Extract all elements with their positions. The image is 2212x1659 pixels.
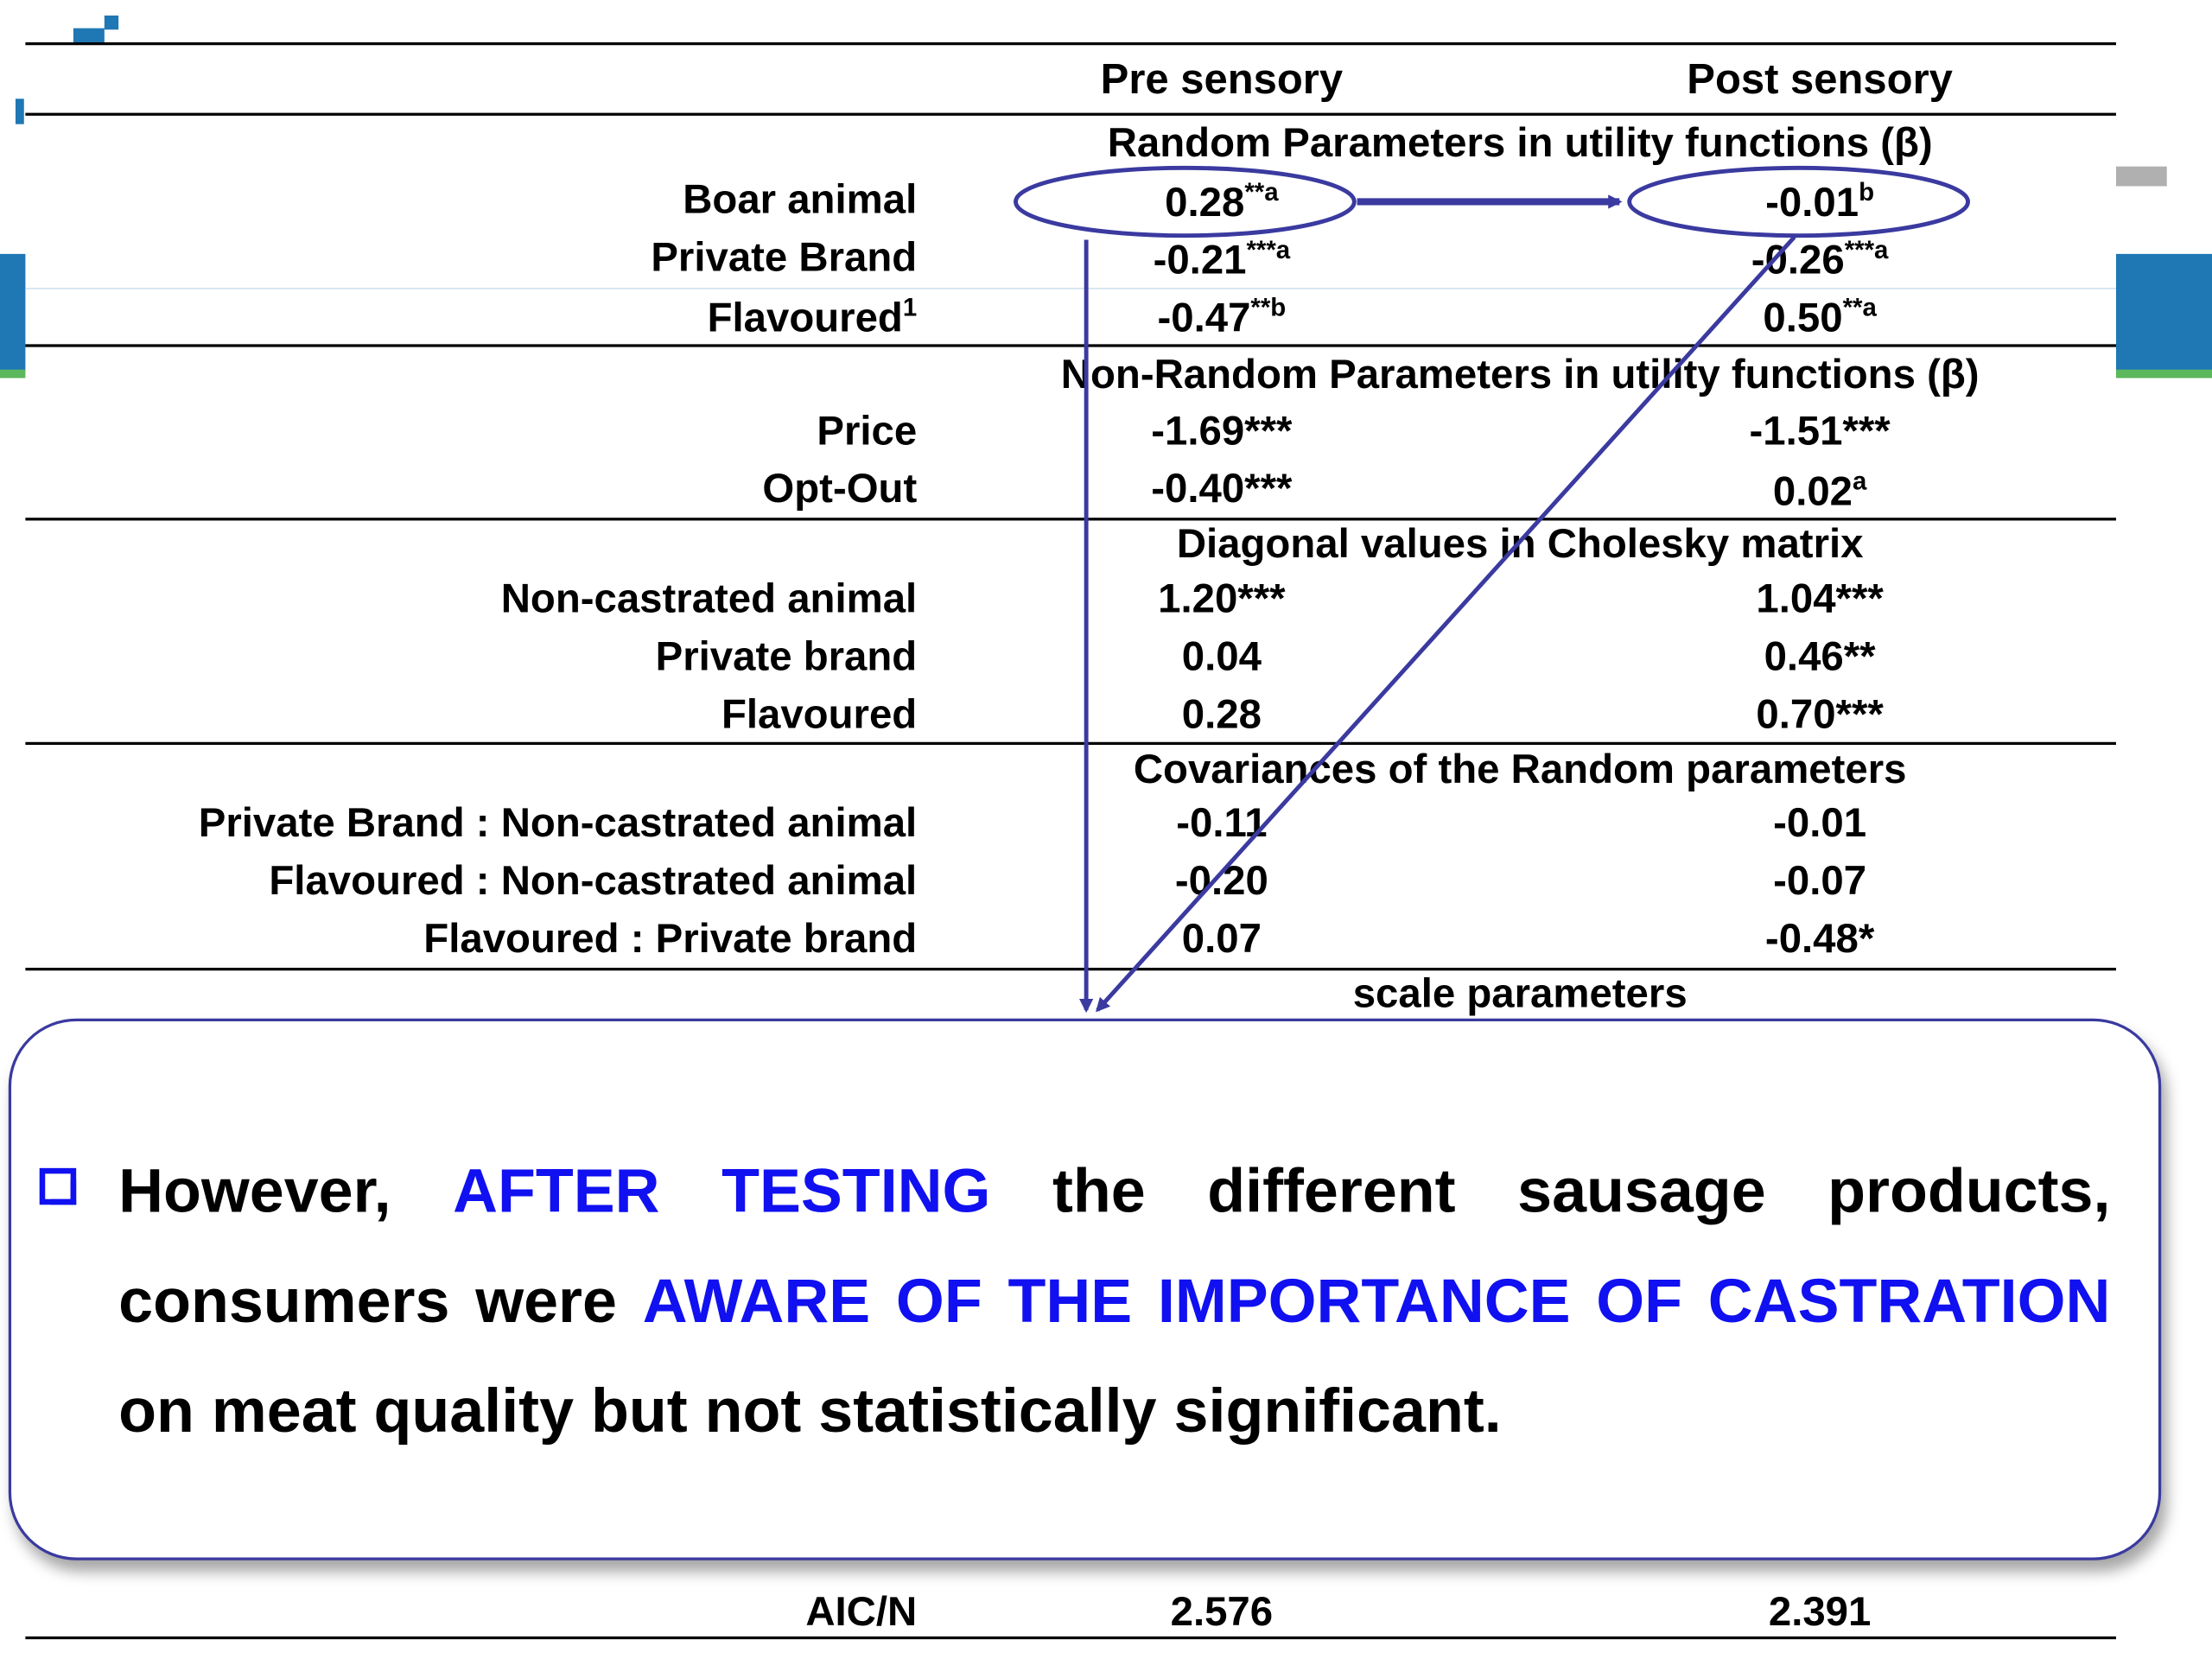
table-rule-header [25, 112, 2116, 116]
cell-post: 0.50**a [1763, 293, 1877, 342]
corner-logo-fragment [73, 28, 105, 42]
table-rule-section-3 [25, 741, 2116, 746]
pale-rule [25, 288, 2116, 289]
callout-word: However, [118, 1156, 391, 1226]
table-rule-section-2 [25, 518, 2116, 521]
cell-post: 2.391 [1768, 1589, 1872, 1636]
callout-word-emphasis: OF [895, 1267, 982, 1337]
row-label: Private brand [655, 634, 918, 680]
cell-post: -0.48* [1764, 917, 1875, 963]
cell-post: -0.26***a [1751, 235, 1889, 284]
callout-word-emphasis: OF [1596, 1267, 1683, 1337]
cell-pre: -0.47**b [1157, 293, 1287, 342]
callout-word-emphasis: TESTING [721, 1156, 991, 1226]
callout-word: were [475, 1267, 617, 1337]
callout-word-emphasis: CASTRATION [1707, 1267, 2111, 1337]
row-label: Price [817, 409, 918, 454]
cell-pre: 2.576 [1170, 1589, 1274, 1636]
callout-word: different [1207, 1156, 1456, 1226]
checkbox-bullet-icon [39, 1167, 77, 1205]
col-header-post: Post sensory [1687, 56, 1953, 104]
row-label: Flavoured1 [707, 293, 918, 342]
callout-line-1: However, AFTER TESTING the different sau… [118, 1157, 2110, 1228]
row-label: Boar animal [683, 177, 918, 223]
row-label: Flavoured [721, 692, 918, 738]
table-rule-top [25, 41, 2116, 46]
cell-post: -1.51*** [1749, 409, 1891, 454]
col-header-pre: Pre sensory [1100, 56, 1344, 104]
row-label: Non-castrated animal [500, 576, 918, 622]
callout-word: products, [1827, 1156, 2111, 1226]
cell-pre: -1.69*** [1151, 409, 1293, 454]
row-label: Private Brand : Non-castrated animal [198, 801, 918, 847]
cell-post: 1.04*** [1756, 576, 1884, 622]
cell-pre: 1.20*** [1158, 576, 1286, 622]
cell-pre: 0.07 [1181, 917, 1262, 963]
section-header-scale: scale parameters [1352, 971, 1688, 1018]
table-rule-section-1 [25, 344, 2116, 347]
cell-pre: 0.28**a [1165, 177, 1279, 226]
cell-post: 0.02a [1772, 467, 1867, 515]
cell-pre: 0.04 [1181, 634, 1262, 680]
callout-text: on meat quality but not statistically si… [118, 1376, 1502, 1446]
callout-box [8, 1018, 2162, 1560]
callout-word: the [1052, 1156, 1146, 1226]
right-side-bar [2115, 253, 2212, 373]
callout-line-2: consumers were AWARE OF THE IMPORTANCE O… [118, 1267, 2110, 1338]
cell-pre: -0.21***a [1153, 235, 1291, 284]
callout-word: sausage [1517, 1156, 1766, 1226]
ellipse-highlight-icon [1627, 165, 1970, 238]
section-header-nonrandom: Non-Random Parameters in utility functio… [1060, 353, 1980, 398]
cell-post: -0.01b [1765, 177, 1875, 226]
callout-word: consumers [118, 1267, 450, 1337]
row-label: Opt-Out [762, 467, 918, 512]
row-label: AIC/N [805, 1589, 918, 1636]
right-side-bar-green [2115, 369, 2212, 378]
callout-word-emphasis: IMPORTANCE [1157, 1267, 1571, 1337]
cell-pre: 0.28 [1181, 692, 1262, 738]
row-label: Flavoured : Non-castrated animal [269, 859, 918, 905]
callout-line-3: on meat quality but not statistically si… [118, 1376, 2110, 1447]
left-tick-mark [15, 99, 24, 124]
left-side-bar [0, 253, 26, 373]
row-label: Private Brand [651, 235, 918, 281]
arrow-icon [1096, 235, 1796, 1013]
left-side-bar-green [0, 369, 26, 378]
callout-word-emphasis: THE [1007, 1267, 1133, 1337]
row-label: Flavoured : Private brand [423, 917, 918, 963]
cell-pre: -0.20 [1174, 859, 1268, 905]
right-logo-fragment [2115, 166, 2167, 187]
cell-post: -0.07 [1773, 859, 1867, 905]
cell-post: 0.46** [1764, 634, 1876, 680]
section-header-covariances: Covariances of the Random parameters [1133, 747, 1907, 793]
table-rule-section-4 [25, 967, 2116, 971]
callout-word-emphasis: AFTER [453, 1156, 660, 1226]
cell-post: -0.01 [1773, 801, 1867, 847]
callout-word-emphasis: AWARE [642, 1267, 871, 1337]
cell-pre: -0.40*** [1151, 467, 1293, 512]
corner-logo-fragment-2 [104, 15, 119, 30]
table-rule-bottom [25, 1636, 2116, 1640]
ellipse-highlight-icon [1014, 165, 1357, 238]
cell-post: 0.70*** [1756, 692, 1884, 738]
section-header-random: Random Parameters in utility functions (… [1107, 121, 1933, 167]
